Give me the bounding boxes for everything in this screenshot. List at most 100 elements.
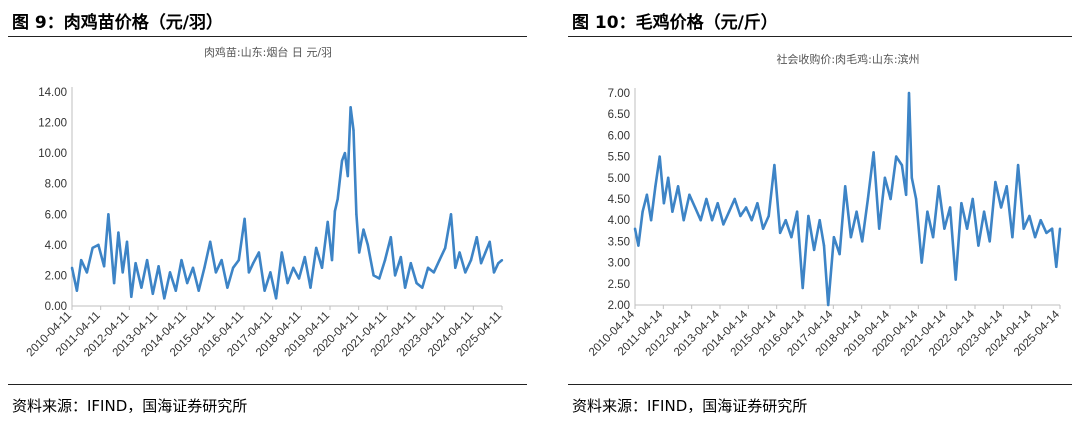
data-point	[948, 206, 952, 209]
data-point	[117, 231, 120, 234]
data-point	[920, 261, 923, 264]
data-point	[409, 262, 413, 265]
data-point	[1028, 214, 1031, 218]
data-point	[688, 193, 691, 196]
data-point	[1011, 235, 1014, 239]
data-point	[849, 235, 853, 239]
data-point	[1022, 227, 1025, 230]
data-point	[722, 223, 725, 226]
data-point	[716, 202, 719, 205]
data-point	[415, 281, 418, 285]
data-point	[464, 271, 467, 274]
data-point	[79, 258, 83, 262]
chart-title: 肉鸡苗:山东:烟台 日 元/羽	[204, 45, 332, 59]
series-line	[70, 106, 503, 300]
data-point	[699, 219, 702, 222]
series-line	[633, 91, 1062, 307]
data-point	[349, 106, 352, 109]
data-point	[97, 243, 100, 247]
data-point	[801, 286, 804, 290]
data-point	[914, 197, 918, 201]
data-point	[186, 281, 189, 285]
data-point	[340, 159, 344, 162]
data-point	[960, 202, 963, 205]
data-point	[75, 289, 79, 292]
data-point	[140, 286, 143, 289]
data-point	[1016, 163, 1020, 167]
data-point	[107, 213, 110, 216]
data-point	[982, 210, 986, 213]
data-point	[426, 266, 430, 269]
data-point	[469, 258, 473, 262]
data-point	[326, 220, 329, 224]
data-point	[237, 258, 241, 262]
data-point	[85, 271, 89, 274]
data-point	[931, 235, 935, 239]
data-point	[637, 244, 640, 247]
y-tick-label: 4.00	[608, 215, 630, 227]
data-point	[203, 266, 206, 269]
data-point	[174, 289, 177, 292]
data-point	[231, 266, 235, 269]
data-point	[444, 246, 447, 250]
data-point	[479, 262, 483, 265]
data-point	[197, 289, 200, 292]
y-tick-label: 6.50	[608, 109, 630, 121]
y-tick-label: 4.50	[608, 194, 630, 206]
data-point	[500, 258, 504, 262]
left-figure-panel: 图 9：肉鸡苗价格（元/羽） 肉鸡苗:山东:烟台 日 元/羽 0.00 2.00 4.…	[0, 0, 535, 427]
data-point	[180, 258, 183, 262]
data-point	[889, 197, 892, 201]
data-point	[1005, 185, 1008, 188]
data-point	[251, 262, 255, 265]
y-tick-label: 14.00	[38, 87, 67, 99]
data-point	[421, 286, 424, 289]
data-point	[662, 202, 666, 205]
data-point	[822, 244, 826, 247]
data-point	[1050, 227, 1054, 230]
data-point	[994, 180, 997, 184]
data-point	[1039, 219, 1042, 222]
data-point	[756, 202, 759, 205]
data-point	[693, 206, 697, 209]
data-point	[818, 219, 821, 222]
y-tick-label: 5.00	[608, 173, 630, 185]
data-point	[454, 266, 457, 269]
data-point	[333, 210, 337, 213]
data-point	[389, 236, 392, 239]
data-point	[449, 213, 453, 216]
data-point	[937, 185, 940, 188]
divider-top	[8, 36, 527, 37]
data-point	[812, 248, 816, 252]
data-point	[458, 251, 461, 254]
data-point	[383, 258, 387, 262]
source-note: 资料来源：IFIND，国海证券研究所	[572, 397, 808, 415]
source-note: 资料来源：IFIND，国海证券研究所	[12, 397, 248, 415]
y-tick-label: 6.00	[608, 130, 630, 142]
data-point	[208, 240, 212, 243]
y-tick-label: 4.00	[45, 240, 67, 252]
data-point	[346, 174, 349, 178]
y-tick-label: 8.00	[45, 179, 67, 191]
data-point	[1058, 227, 1062, 230]
data-point	[352, 129, 355, 132]
data-point	[438, 258, 441, 262]
data-point	[214, 271, 218, 274]
data-point	[91, 246, 94, 250]
data-point	[330, 258, 334, 262]
data-point	[666, 176, 670, 179]
data-point	[274, 297, 278, 300]
data-point	[1033, 235, 1037, 239]
data-point	[355, 213, 358, 216]
data-point	[263, 289, 266, 292]
data-point	[362, 228, 365, 231]
data-point	[130, 295, 133, 299]
figure-title: 图 9：肉鸡苗价格（元/羽）	[12, 13, 223, 33]
data-point	[475, 236, 478, 239]
data-point	[297, 277, 301, 280]
data-point	[243, 217, 246, 221]
data-point	[432, 271, 435, 274]
data-point	[838, 252, 841, 256]
data-point	[999, 206, 1003, 209]
y-tick-label: 2.50	[608, 279, 630, 291]
